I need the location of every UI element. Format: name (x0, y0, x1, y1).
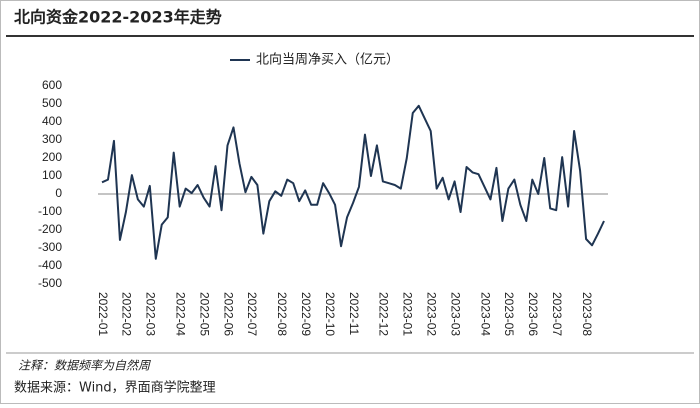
x-tick-label: 2022-11 (347, 292, 361, 335)
y-tick-label: -500 (38, 276, 62, 290)
x-tick-label: 2022-02 (120, 292, 134, 336)
y-tick-label: 0 (55, 186, 62, 200)
x-tick-label: 2023-01 (401, 292, 415, 336)
x-tick-label: 2022-03 (144, 292, 158, 336)
x-tick-label: 2022-12 (377, 292, 391, 336)
x-tick-label: 2022-04 (174, 292, 188, 336)
y-tick-label: 600 (42, 78, 62, 92)
note: 注释：数据频率为自然周 (18, 359, 151, 373)
y-tick-label: 400 (42, 114, 62, 128)
x-tick-label: 2022-06 (221, 292, 235, 336)
x-tick-label: 2023-05 (502, 292, 516, 336)
y-tick-label: -200 (38, 222, 62, 236)
x-tick-label: 2022-07 (245, 292, 259, 336)
y-tick-label: 300 (42, 132, 62, 146)
chart-title: 北向资金2022-2023年走势 (14, 8, 222, 27)
x-tick-label: 2022-05 (197, 292, 211, 336)
x-tick-label: 2022-09 (299, 292, 313, 336)
legend-label: 北向当周净买入（亿元） (256, 52, 399, 68)
x-tick-label: 2022-01 (96, 292, 110, 336)
x-tick-label: 2023-06 (526, 292, 540, 336)
x-tick-label: 2023-08 (580, 292, 594, 336)
y-tick-label: -400 (38, 258, 62, 272)
data-line (101, 104, 605, 260)
y-tick-label: -300 (38, 240, 62, 254)
x-tick-label: 2023-04 (478, 292, 492, 336)
x-tick-label: 2022-10 (323, 292, 337, 336)
y-tick-label: 200 (42, 150, 62, 164)
x-tick-label: 2022-08 (275, 292, 289, 336)
y-tick-label: 500 (42, 96, 62, 110)
x-tick-label: 2023-02 (425, 292, 439, 336)
y-tick-label: 100 (42, 168, 62, 182)
x-tick-label: 2023-03 (448, 292, 462, 336)
x-tick-label: 2023-07 (550, 292, 564, 336)
source: 数据来源：Wind，界面商学院整理 (14, 380, 216, 396)
y-tick-label: -100 (38, 204, 62, 218)
